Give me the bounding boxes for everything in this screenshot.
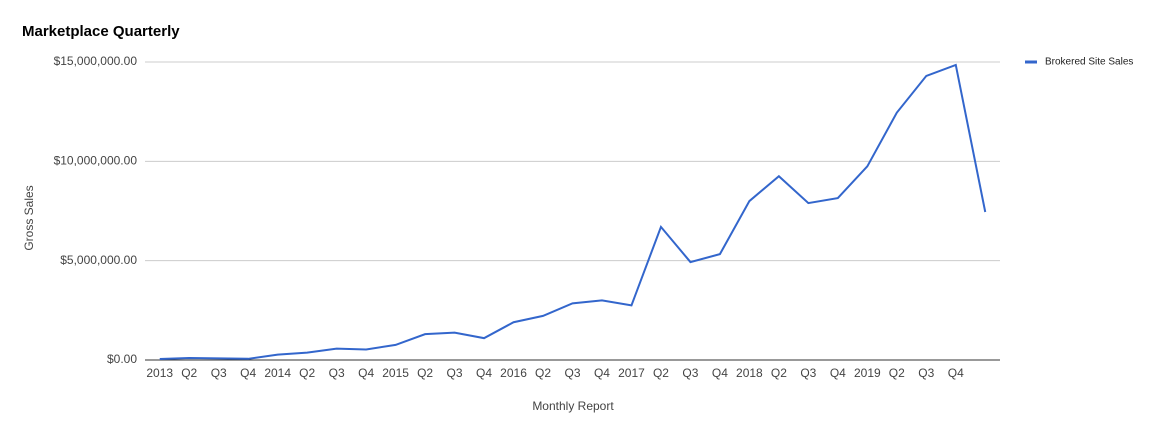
legend-label: Brokered Site Sales <box>1045 57 1133 68</box>
x-tick-label: 2014 <box>264 366 291 380</box>
data-line <box>159 63 987 361</box>
x-tick-label: Q3 <box>918 366 934 380</box>
x-tick-label: Q3 <box>682 366 698 380</box>
y-tick-label: $10,000,000.00 <box>54 154 138 168</box>
x-tick-label: Q2 <box>299 366 315 380</box>
x-tick-label: Q2 <box>181 366 197 380</box>
x-tick-label: Q2 <box>417 366 433 380</box>
x-tick-label: Q2 <box>653 366 669 380</box>
x-tick-label: Q4 <box>240 366 256 380</box>
x-tick-label: Q4 <box>594 366 610 380</box>
x-axis-label: Monthly Report <box>532 399 614 413</box>
x-tick-label: Q3 <box>564 366 580 380</box>
x-tick-label: Q4 <box>712 366 728 380</box>
y-tick-label: $0.00 <box>107 352 137 366</box>
x-tick-label: Q2 <box>535 366 551 380</box>
x-tick-label: Q4 <box>476 366 492 380</box>
x-tick-label: 2015 <box>382 366 409 380</box>
x-tick-label: Q3 <box>447 366 463 380</box>
x-tick-label: 2017 <box>618 366 645 380</box>
x-tick-label: Q4 <box>948 366 964 380</box>
x-tick-label: Q4 <box>830 366 846 380</box>
y-axis-label: Gross Sales <box>22 185 36 250</box>
x-tick-label: 2018 <box>736 366 763 380</box>
y-tick-label: $15,000,000.00 <box>54 54 138 68</box>
x-tick-label: Q3 <box>211 366 227 380</box>
x-tick-label: 2019 <box>854 366 881 380</box>
x-tick-label: Q3 <box>329 366 345 380</box>
chart-title: Marketplace Quarterly <box>22 23 180 40</box>
y-tick-label: $5,000,000.00 <box>60 253 137 267</box>
x-tick-label: 2016 <box>500 366 527 380</box>
x-tick-label: 2013 <box>146 366 173 380</box>
x-tick-label: Q3 <box>800 366 816 380</box>
x-tick-label: Q4 <box>358 366 374 380</box>
x-tick-label: Q2 <box>771 366 787 380</box>
x-tick-label: Q2 <box>889 366 905 380</box>
